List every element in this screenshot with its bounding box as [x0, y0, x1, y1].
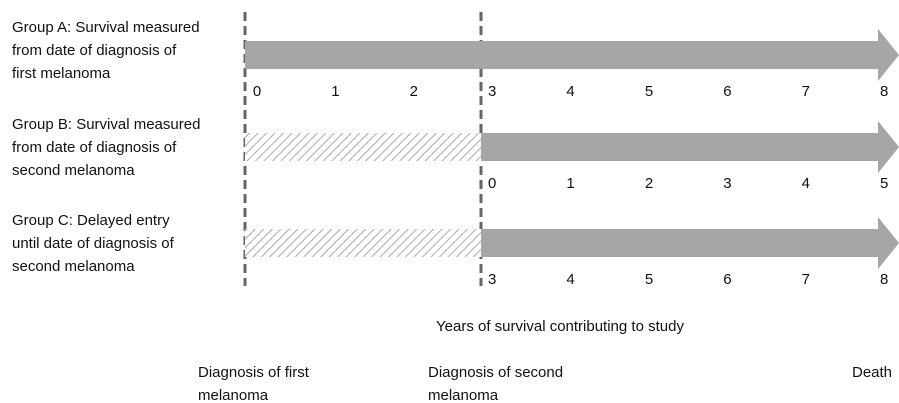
- tick-label: 7: [802, 271, 810, 288]
- hatched-bar: [245, 229, 481, 257]
- tick-label: 6: [723, 83, 731, 100]
- tick-label: 8: [880, 83, 888, 100]
- tick-label: 0: [253, 83, 261, 100]
- group-label: Group C: Delayed entry: [12, 212, 170, 229]
- tick-label: 2: [410, 83, 418, 100]
- group-label: second melanoma: [12, 162, 135, 179]
- tick-label: 1: [331, 83, 339, 100]
- hatched-bar: [245, 133, 481, 161]
- tick-label: 4: [566, 271, 574, 288]
- group-label: until date of diagnosis of: [12, 235, 175, 252]
- group-label: first melanoma: [12, 65, 111, 82]
- tick-label: 5: [645, 271, 653, 288]
- group-label: from date of diagnosis of: [12, 139, 177, 156]
- marker-label: melanoma: [198, 387, 269, 403]
- tick-label: 6: [723, 271, 731, 288]
- tick-label: 4: [566, 83, 574, 100]
- tick-label: 4: [802, 175, 810, 192]
- group-label: second melanoma: [12, 258, 135, 275]
- tick-label: 3: [488, 83, 496, 100]
- group-label: from date of diagnosis of: [12, 42, 177, 59]
- tick-label: 1: [566, 175, 574, 192]
- arrow: [245, 29, 899, 81]
- marker-label: Death: [852, 364, 892, 381]
- tick-label: 0: [488, 175, 496, 192]
- tick-label: 5: [645, 83, 653, 100]
- tick-label: 5: [880, 175, 888, 192]
- arrow: [481, 121, 899, 173]
- tick-label: 7: [802, 83, 810, 100]
- group-label: Group B: Survival measured: [12, 116, 200, 133]
- tick-label: 8: [880, 271, 888, 288]
- tick-label: 3: [723, 175, 731, 192]
- marker-label: Diagnosis of second: [428, 364, 563, 381]
- tick-label: 3: [488, 271, 496, 288]
- arrow: [481, 217, 899, 269]
- marker-label: melanoma: [428, 387, 499, 403]
- tick-label: 2: [645, 175, 653, 192]
- axis-label: Years of survival contributing to study: [436, 318, 684, 335]
- group-label: Group A: Survival measured: [12, 19, 200, 36]
- marker-label: Diagnosis of first: [198, 364, 310, 381]
